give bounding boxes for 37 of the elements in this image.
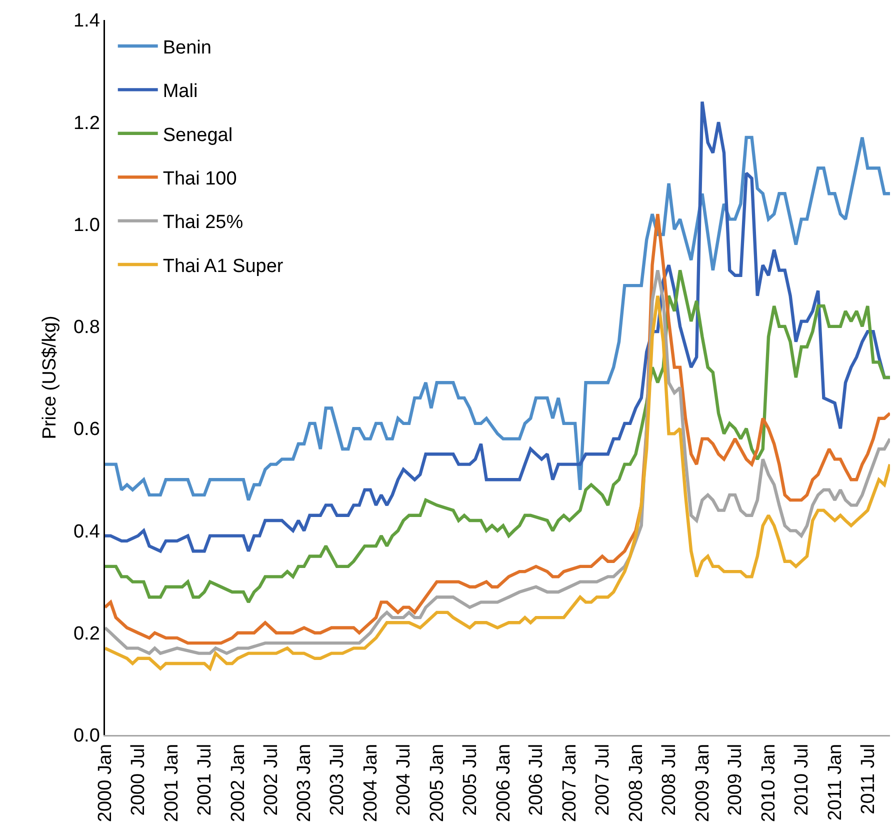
- x-tick-label: 2004 Jan: [360, 744, 382, 822]
- x-tick-label: 2006 Jan: [493, 744, 514, 822]
- x-tick-label: 2002 Jan: [228, 744, 249, 822]
- x-tick-label: 2007 Jan: [560, 744, 581, 822]
- legend-label: Thai A1 Super: [162, 256, 284, 277]
- x-tick-label: 2008 Jan: [626, 744, 647, 822]
- y-tick-label: 0.8: [73, 317, 100, 338]
- legend-label: Senegal: [162, 124, 233, 146]
- legend-label: Mali: [162, 81, 198, 102]
- legend-label: Thai 100: [162, 168, 237, 190]
- x-tick-label: 2007 Jul: [592, 744, 614, 816]
- x-tick-label: 2009 Jul: [725, 744, 746, 816]
- x-tick-label: 2005 Jul: [460, 744, 481, 816]
- y-tick-label: 1.2: [73, 112, 100, 134]
- x-tick-label: 2002 Jul: [260, 744, 282, 816]
- y-axis-title: Price (US$/kg): [39, 316, 60, 440]
- x-tick-label: 2011 Jul: [858, 744, 879, 814]
- y-tick-label: 1.4: [73, 10, 100, 32]
- x-tick-label: 2004 Jul: [394, 744, 415, 816]
- y-tick-label: 0.4: [73, 521, 100, 542]
- x-tick-label: 2001 Jan: [162, 744, 183, 822]
- x-tick-label: 2011 Jan: [824, 744, 846, 821]
- x-tick-label: 2001 Jul: [194, 744, 216, 816]
- x-tick-label: 2010 Jul: [792, 744, 813, 816]
- x-tick-label: 2000 Jul: [128, 744, 150, 816]
- x-tick-label: 2003 Jan: [294, 744, 316, 822]
- x-tick-label: 2008 Jul: [658, 744, 680, 816]
- y-tick-label: 0.2: [73, 624, 100, 645]
- y-tick-label: 1.0: [73, 214, 100, 236]
- x-tick-label: 2009 Jan: [692, 744, 714, 822]
- legend-label: Thai 25%: [162, 212, 244, 234]
- x-tick-label: 2006 Jul: [526, 744, 548, 816]
- x-tick-label: 2005 Jan: [427, 744, 448, 822]
- x-tick-label: 2003 Jul: [327, 744, 348, 816]
- legend-label: Benin: [162, 37, 212, 58]
- y-tick-label: 0.6: [73, 419, 100, 440]
- x-tick-label: 2010 Jan: [758, 744, 780, 822]
